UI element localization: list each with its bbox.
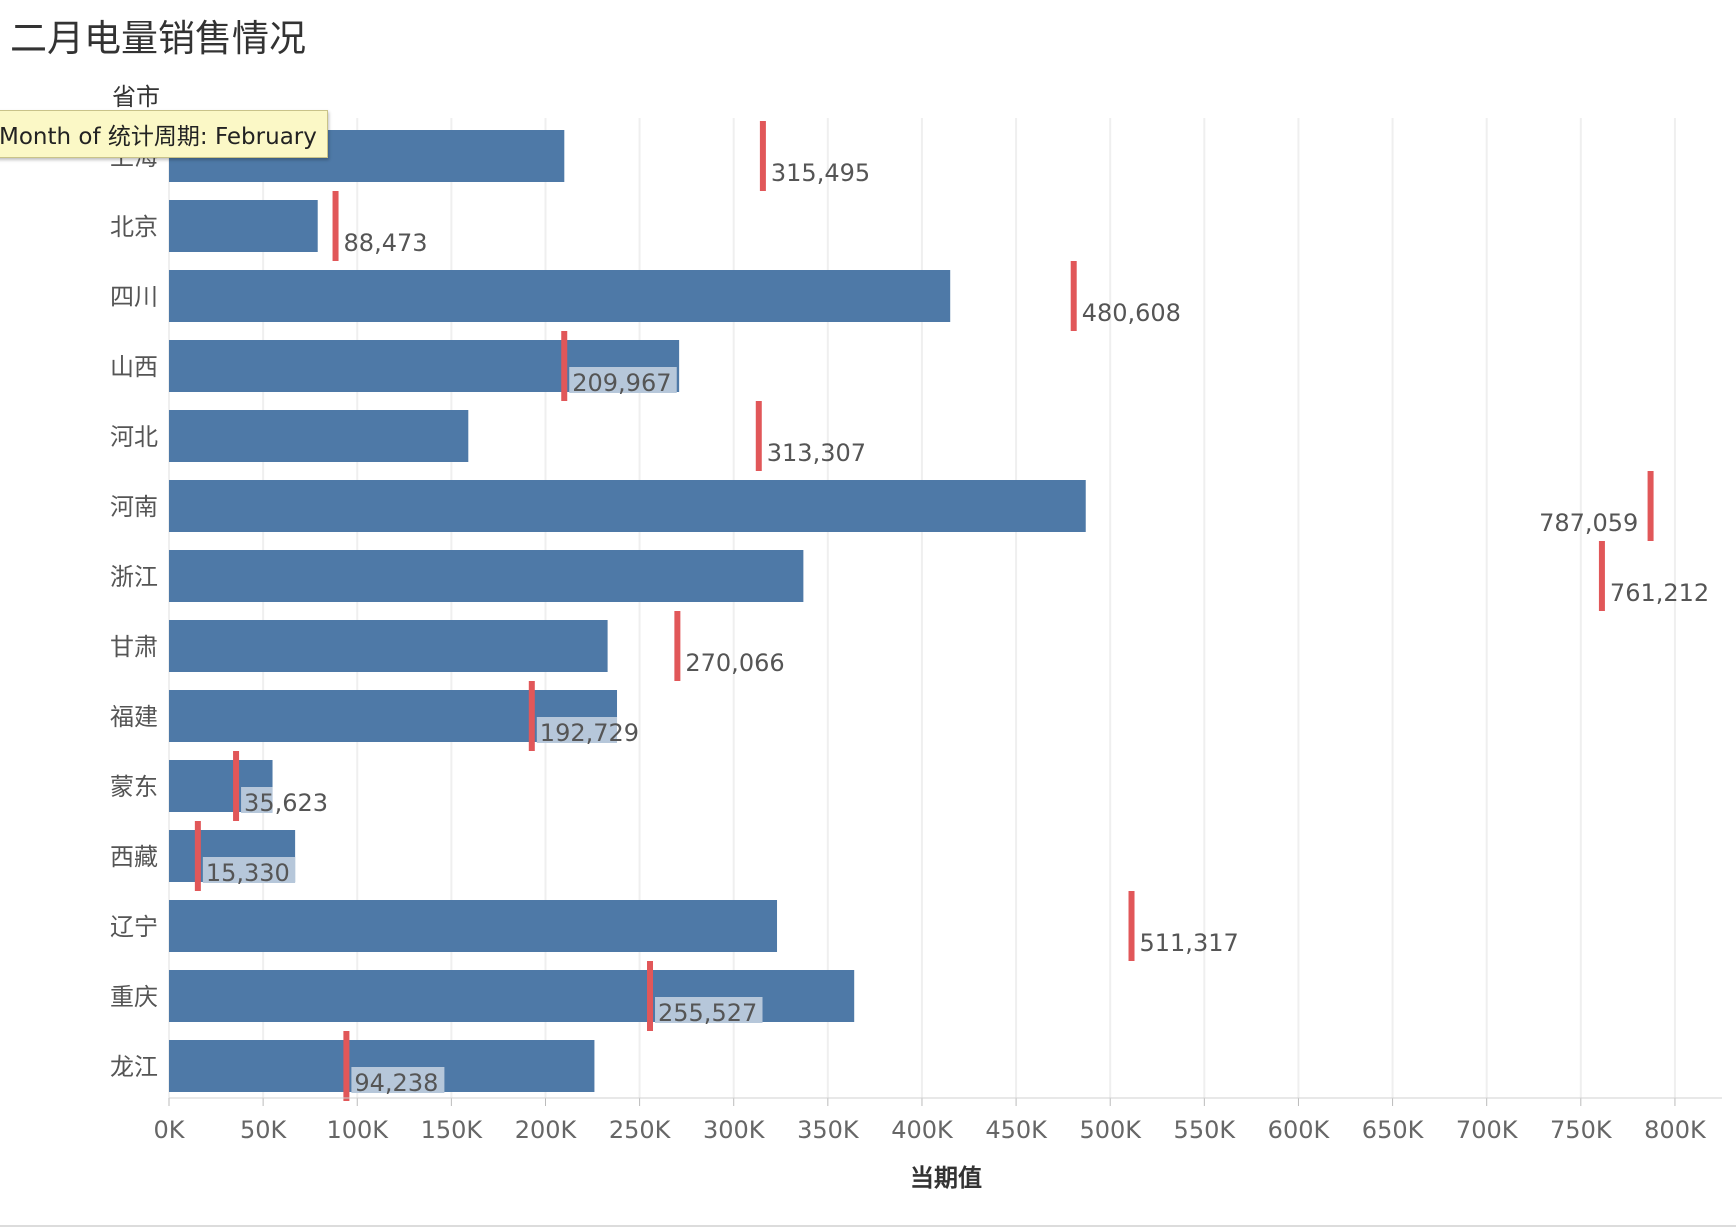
x-tick-label: 200K: [515, 1116, 578, 1144]
x-tick-label: 750K: [1550, 1116, 1613, 1144]
reference-value-label: 270,066: [685, 649, 784, 677]
reference-value-label: 315,495: [771, 159, 870, 187]
reference-mark[interactable]: [1070, 261, 1077, 331]
x-tick-label: 700K: [1456, 1116, 1519, 1144]
reference-mark[interactable]: [647, 961, 654, 1031]
reference-value-label: 15,330: [206, 859, 290, 887]
reference-mark[interactable]: [1128, 891, 1135, 961]
reference-label-background: [241, 787, 273, 813]
reference-mark[interactable]: [561, 331, 568, 401]
bar[interactable]: [169, 550, 804, 602]
tooltip: Month of 统计周期: February: [0, 110, 328, 158]
x-tick-label: 800K: [1644, 1116, 1707, 1144]
reference-mark[interactable]: [233, 751, 240, 821]
reference-value-label: 192,729: [540, 719, 639, 747]
reference-marks: 315,495 88,473 480,608 209,967 313,307 787,05…: [194, 121, 1709, 1101]
reference-mark[interactable]: [528, 681, 535, 751]
chart-title: 二月电量销售情况: [10, 17, 306, 60]
bar[interactable]: [169, 620, 608, 672]
reference-label-background: [351, 1067, 445, 1093]
bottom-divider: [0, 1225, 1736, 1227]
reference-value-label: 511,317: [1140, 929, 1239, 957]
x-tick-label: 150K: [421, 1116, 484, 1144]
reference-value-label: 255,527: [658, 999, 757, 1027]
x-tick-label: 350K: [797, 1116, 860, 1144]
category-label: 甘肃: [110, 633, 158, 661]
category-label: 河南: [110, 493, 158, 521]
reference-mark[interactable]: [343, 1031, 350, 1101]
x-tick-label: 250K: [609, 1116, 672, 1144]
category-label: 蒙东: [110, 773, 158, 801]
x-axis: 0K 50K 100K 150K 200K 250K 300K 350K 400K 450K 500…: [153, 1097, 1722, 1144]
reference-value-label: 787,059: [1539, 509, 1638, 537]
reference-label-background: [202, 857, 296, 883]
category-label: 重庆: [110, 983, 158, 1011]
x-tick-label: 100K: [326, 1116, 389, 1144]
category-label: 浙江: [110, 563, 158, 591]
reference-value-label: 480,608: [1082, 299, 1181, 327]
reference-value-label: 313,307: [767, 439, 866, 467]
bar[interactable]: [169, 270, 951, 322]
reference-value-label: 761,212: [1610, 579, 1709, 607]
x-tick-label: 600K: [1268, 1116, 1331, 1144]
bar[interactable]: [169, 410, 469, 462]
reference-mark[interactable]: [332, 191, 339, 261]
x-tick-label: 400K: [891, 1116, 954, 1144]
x-tick-label: 50K: [240, 1116, 288, 1144]
category-label: 福建: [110, 703, 158, 731]
bar[interactable]: [169, 480, 1086, 532]
reference-label-background: [569, 367, 677, 393]
bar[interactable]: [169, 200, 318, 252]
reference-mark[interactable]: [1598, 541, 1605, 611]
reference-mark[interactable]: [1647, 471, 1654, 541]
reference-value-label: 88,473: [344, 229, 428, 257]
bar[interactable]: [169, 900, 778, 952]
reference-value-label: 94,238: [354, 1069, 438, 1097]
reference-value-label: 35,623: [244, 789, 328, 817]
reference-mark[interactable]: [674, 611, 681, 681]
reference-mark[interactable]: [755, 401, 762, 471]
x-tick-label: 650K: [1362, 1116, 1425, 1144]
x-tick-label: 0K: [153, 1116, 185, 1144]
category-label: 河北: [110, 423, 158, 451]
x-tick-label: 450K: [985, 1116, 1048, 1144]
category-labels: 上海北京四川山西河北河南浙江甘肃福建蒙东西藏辽宁重庆龙江: [110, 143, 158, 1081]
reference-mark[interactable]: [194, 821, 201, 891]
category-label: 西藏: [110, 843, 158, 871]
reference-label-background: [536, 717, 618, 743]
category-label: 辽宁: [110, 913, 158, 941]
row-header: 省市: [112, 83, 160, 111]
x-axis-title: 当期值: [910, 1164, 982, 1192]
category-label: 山西: [110, 353, 158, 381]
category-label: 北京: [110, 213, 158, 241]
x-tick-label: 500K: [1079, 1116, 1142, 1144]
reference-label-background: [655, 997, 763, 1023]
bars: [169, 130, 1086, 1092]
x-tick-label: 300K: [703, 1116, 766, 1144]
reference-value-label: 209,967: [572, 369, 671, 397]
category-label: 四川: [110, 283, 158, 311]
category-label: 龙江: [110, 1053, 158, 1081]
reference-mark[interactable]: [759, 121, 766, 191]
x-tick-label: 550K: [1174, 1116, 1237, 1144]
